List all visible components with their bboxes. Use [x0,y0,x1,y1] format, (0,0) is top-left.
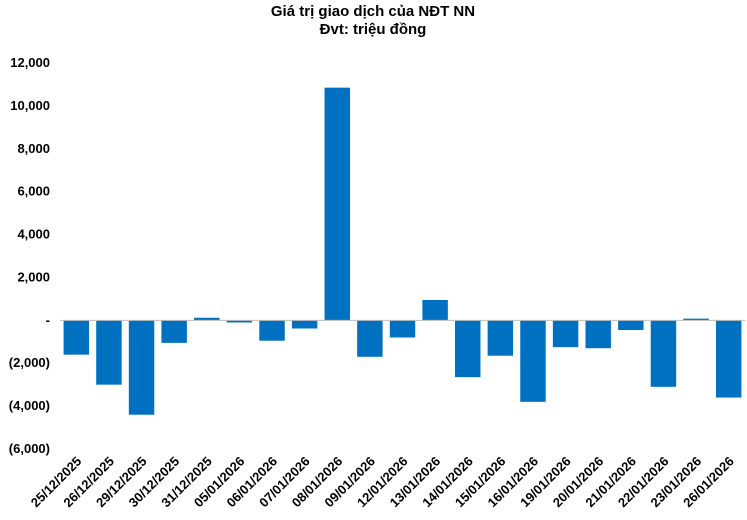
chart-title: Giá trị giao dịch của NĐT NN [271,3,475,20]
bar [389,320,416,338]
bar [259,320,285,341]
y-tick-label: 10,000 [10,98,50,113]
bar [715,320,742,398]
bars [63,87,742,415]
bar [324,87,350,321]
y-tick-label: 4,000 [17,227,50,242]
bar [585,320,611,349]
bar [487,320,514,356]
bar [455,320,481,378]
bar [63,320,90,355]
chart-subtitle: Đvt: triệu đồng [320,21,427,38]
bar [291,320,318,329]
bar [357,320,383,357]
bar [552,320,579,348]
bar [683,318,709,321]
y-tick-label: 2,000 [17,269,50,284]
bar [618,320,644,330]
y-tick-label: (2,000) [9,355,50,370]
bar [226,320,253,323]
y-tick-label: 12,000 [10,55,50,70]
y-axis: 12,000 10,000 8,000 6,000 4,000 2,000 - (2,000)… [9,55,50,456]
bar [161,320,187,343]
y-tick-label: 8,000 [17,141,50,156]
bar [650,320,677,387]
bar [422,299,448,321]
y-tick-label: (4,000) [9,398,50,413]
bar [194,317,220,321]
bar [520,320,546,402]
y-tick-label: - [46,312,50,327]
x-axis: 25/12/202526/12/202529/12/202530/12/2025… [28,454,737,511]
bar [128,320,155,415]
y-tick-label: 6,000 [17,184,50,199]
y-tick-label: (6,000) [9,441,50,456]
bar [96,320,122,385]
